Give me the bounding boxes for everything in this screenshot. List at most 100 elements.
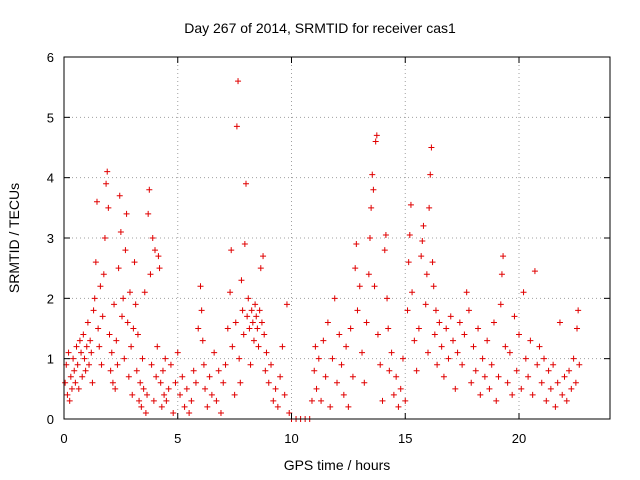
data-point <box>411 337 418 344</box>
data-point <box>518 385 525 392</box>
data-point <box>97 283 104 290</box>
data-point <box>174 349 181 356</box>
data-point <box>270 397 277 404</box>
data-point <box>363 319 370 326</box>
data-point <box>261 331 268 338</box>
data-point <box>370 186 377 193</box>
data-point <box>570 355 577 362</box>
data-point <box>204 403 211 410</box>
data-point <box>450 337 457 344</box>
data-point <box>479 355 486 362</box>
data-point <box>211 349 218 356</box>
data-point <box>208 391 215 398</box>
data-point <box>432 307 439 314</box>
data-point <box>409 289 416 296</box>
data-point <box>177 391 184 398</box>
data-point <box>190 367 197 374</box>
data-point <box>109 379 116 386</box>
data-point <box>468 379 475 386</box>
data-point <box>65 349 72 356</box>
data-point <box>100 271 107 278</box>
data-point <box>463 289 470 296</box>
data-point <box>248 307 255 314</box>
data-point <box>313 385 320 392</box>
data-point <box>334 379 340 386</box>
data-point <box>356 283 363 290</box>
data-point <box>148 361 155 368</box>
data-point <box>311 367 318 374</box>
data-point <box>574 325 581 332</box>
data-point <box>465 307 472 314</box>
data-point <box>347 325 354 332</box>
data-point <box>84 319 91 326</box>
data-point <box>199 337 206 344</box>
data-point <box>257 265 264 272</box>
data-point <box>163 397 170 404</box>
data-point <box>188 397 195 404</box>
data-point <box>76 337 83 344</box>
data-point <box>128 343 135 350</box>
data-point <box>336 331 343 338</box>
data-point <box>241 241 248 248</box>
data-point <box>529 391 536 398</box>
data-point <box>116 192 123 199</box>
y-axis-label: SRMTID / TECUs <box>6 183 22 293</box>
data-point <box>132 301 139 308</box>
data-point <box>554 379 561 386</box>
data-point <box>472 367 479 374</box>
data-point <box>262 367 269 374</box>
data-point <box>379 397 386 404</box>
data-point <box>352 265 359 272</box>
data-point <box>390 391 397 398</box>
data-point <box>245 295 252 302</box>
data-point <box>426 204 433 211</box>
data-point <box>365 271 372 278</box>
data-point <box>522 355 529 362</box>
data-point <box>237 379 244 386</box>
data-point <box>531 268 538 275</box>
data-point <box>572 379 579 386</box>
y-tick-label: 4 <box>47 171 54 186</box>
data-point <box>101 235 108 241</box>
data-point <box>369 171 376 178</box>
data-point <box>283 301 290 308</box>
data-point <box>255 343 262 350</box>
data-point <box>161 391 168 398</box>
data-point <box>563 397 570 404</box>
data-point <box>71 367 78 374</box>
data-point <box>87 337 94 344</box>
data-point <box>141 289 148 296</box>
data-point <box>443 325 450 332</box>
data-point <box>145 210 152 217</box>
data-point <box>556 319 563 326</box>
data-point <box>220 379 227 386</box>
data-point <box>520 289 527 296</box>
data-point <box>538 379 545 386</box>
data-point <box>500 253 507 260</box>
data-point <box>536 343 543 350</box>
data-point <box>233 123 240 130</box>
data-point <box>484 337 491 344</box>
data-point <box>260 253 267 260</box>
data-point <box>385 325 392 332</box>
y-tick-label: 3 <box>47 231 54 246</box>
data-point <box>228 247 235 254</box>
data-point <box>154 343 161 350</box>
data-point <box>502 343 509 350</box>
data-point <box>447 313 454 320</box>
data-point <box>382 231 389 238</box>
x-tick-label: 10 <box>284 431 298 446</box>
data-point <box>434 361 441 368</box>
data-point <box>147 271 154 278</box>
data-point <box>459 361 466 368</box>
data-point <box>92 259 99 266</box>
data-point <box>415 325 422 332</box>
data-point <box>140 385 147 392</box>
data-point <box>281 391 288 398</box>
data-point <box>445 355 452 362</box>
data-point <box>227 289 234 296</box>
data-point <box>165 385 172 392</box>
data-point <box>404 307 411 314</box>
data-point <box>240 331 247 338</box>
data-point <box>279 343 286 350</box>
